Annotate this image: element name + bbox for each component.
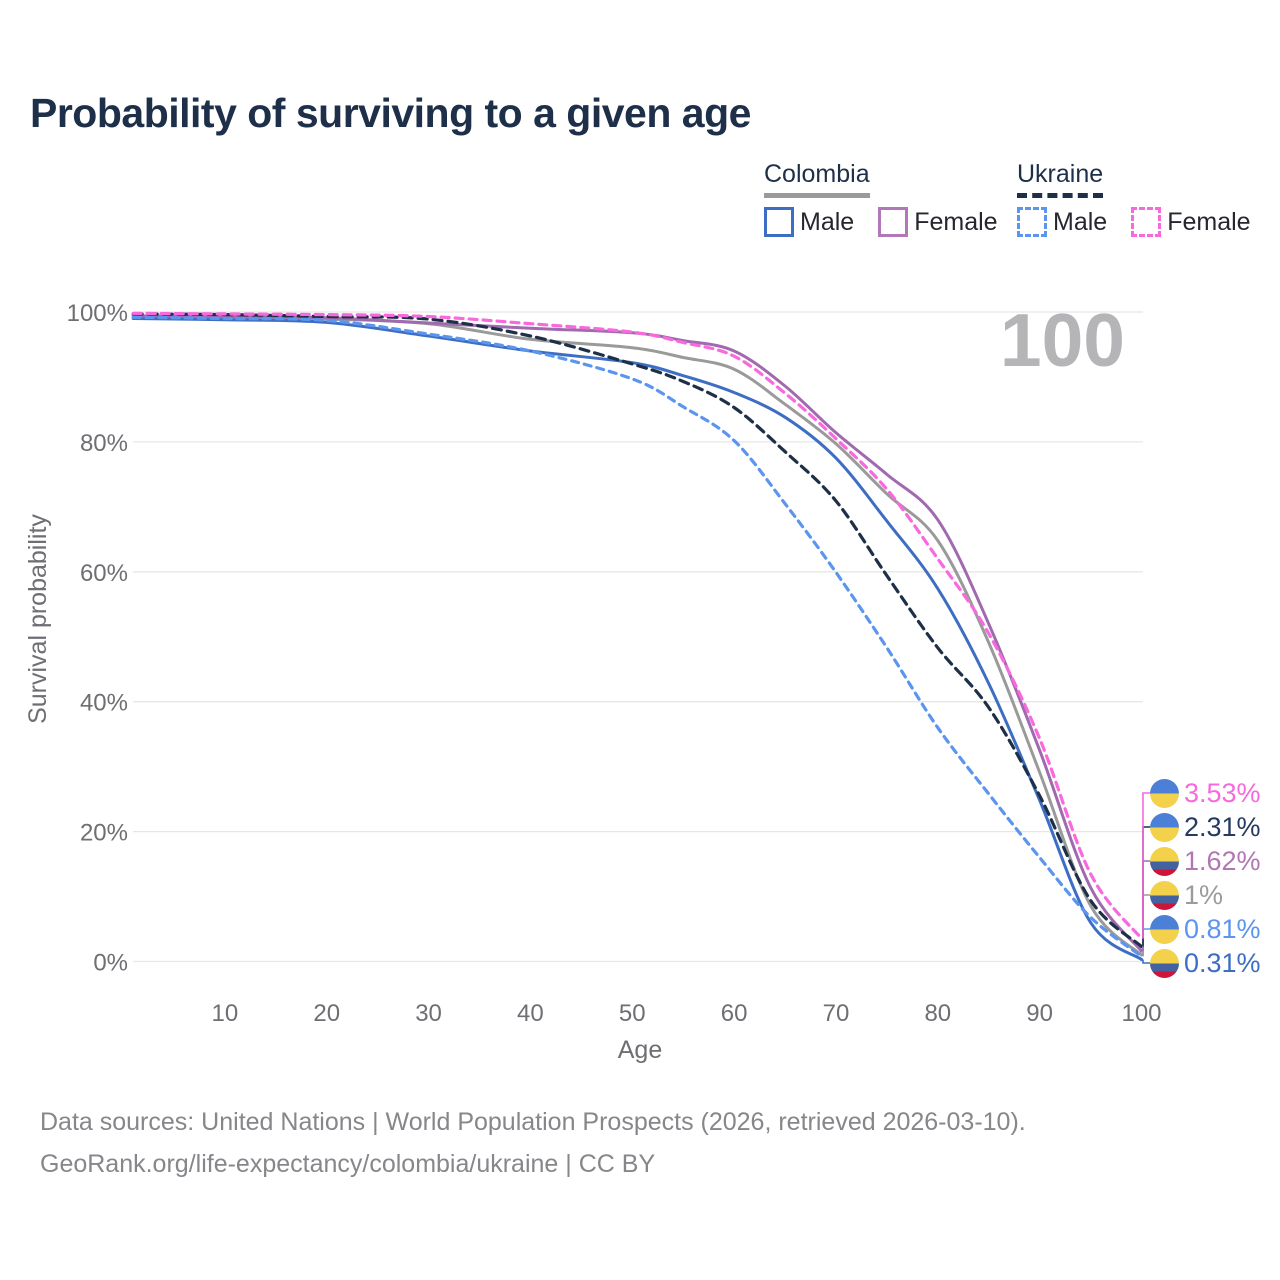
legend-items-colombia: Male Female xyxy=(764,207,998,237)
end-label-ukraine-male: 0.81% xyxy=(1150,912,1261,946)
end-label-ukraine-female: 3.53% xyxy=(1150,776,1261,810)
end-value-label: 1% xyxy=(1184,879,1224,910)
colombia-flag-icon xyxy=(1150,880,1179,910)
end-connector-3.53% xyxy=(1142,792,1151,939)
footer-data-sources: Data sources: United Nations | World Pop… xyxy=(40,1108,1026,1136)
legend-items-ukraine: Male Female xyxy=(1017,207,1251,237)
page-title: Probability of surviving to a given age xyxy=(30,90,751,136)
footer-url: GeoRank.org/life-expectancy/colombia/ukr… xyxy=(40,1150,656,1178)
x-tick-label-90: 90 xyxy=(1026,1000,1053,1027)
y-tick-label-60: 60% xyxy=(80,560,128,587)
watermark-100: 100 xyxy=(1000,298,1125,382)
x-tick-label-40: 40 xyxy=(517,1000,544,1027)
end-value-label: 0.81% xyxy=(1184,913,1261,944)
legend-title-ukraine[interactable]: Ukraine xyxy=(1017,160,1104,198)
curve-ukraine-both-sexes xyxy=(131,312,1144,949)
y-tick-label-100: 100% xyxy=(67,300,128,327)
end-label-colombia-both-sexes: 1% xyxy=(1150,878,1223,912)
x-axis-title: Age xyxy=(618,1036,662,1064)
legend-item-ukraine-female[interactable]: Female xyxy=(1131,207,1251,237)
legend-label-ukraine-female: Female xyxy=(1167,207,1251,236)
end-label-ukraine-both-sexes: 2.31% xyxy=(1150,810,1261,844)
end-value-label: 0.31% xyxy=(1184,947,1261,978)
end-connector-0.31% xyxy=(1142,959,1151,964)
legend-label-ukraine-male: Male xyxy=(1053,207,1108,236)
x-tick-label-80: 80 xyxy=(924,1000,951,1027)
ukraine-flag-icon xyxy=(1150,812,1179,842)
y-tick-label-40: 40% xyxy=(80,690,128,717)
x-tick-label-20: 20 xyxy=(313,1000,340,1027)
end-label-colombia-female: 1.62% xyxy=(1150,844,1261,878)
x-tick-label-70: 70 xyxy=(823,1000,850,1027)
legend-group-colombia: Colombia Male Female xyxy=(764,160,998,237)
curve-ukraine-male xyxy=(131,315,1144,958)
end-value-label: 2.31% xyxy=(1184,811,1261,842)
curve-colombia-female xyxy=(131,314,1143,953)
x-tick-label-50: 50 xyxy=(619,1000,646,1027)
end-value-label: 3.53% xyxy=(1184,777,1261,808)
ukraine-female-swatch-icon xyxy=(1131,207,1162,237)
end-label-colombia-male: 0.31% xyxy=(1150,946,1261,980)
legend-title-colombia[interactable]: Colombia xyxy=(764,160,870,198)
y-tick-label-0: 0% xyxy=(93,950,128,977)
legend-item-colombia-male[interactable]: Male xyxy=(764,207,854,237)
colombia-flag-icon xyxy=(1150,846,1179,876)
x-tick-label-100: 100 xyxy=(1121,1000,1161,1027)
x-tick-label-10: 10 xyxy=(211,1000,238,1027)
legend-label-colombia-male: Male xyxy=(800,207,855,236)
ukraine-male-swatch-icon xyxy=(1017,207,1047,237)
curve-ukraine-female xyxy=(131,311,1144,941)
y-tick-label-80: 80% xyxy=(80,430,128,457)
ukraine-flag-icon xyxy=(1150,914,1179,944)
curve-colombia-male xyxy=(131,317,1143,961)
x-tick-label-30: 30 xyxy=(415,1000,442,1027)
ukraine-flag-icon xyxy=(1150,778,1179,808)
colombia-female-swatch-icon xyxy=(878,207,909,237)
colombia-male-swatch-icon xyxy=(764,207,794,237)
legend-item-colombia-female[interactable]: Female xyxy=(878,207,998,237)
x-tick-label-60: 60 xyxy=(721,1000,748,1027)
legend-group-ukraine: Ukraine Male Female xyxy=(1017,160,1251,237)
end-value-label: 1.62% xyxy=(1184,845,1261,876)
legend-item-ukraine-male[interactable]: Male xyxy=(1017,207,1107,237)
y-axis-title: Survival probability xyxy=(24,514,52,724)
y-tick-label-20: 20% xyxy=(80,820,128,847)
legend-label-colombia-female: Female xyxy=(914,207,998,236)
colombia-flag-icon xyxy=(1150,948,1179,978)
